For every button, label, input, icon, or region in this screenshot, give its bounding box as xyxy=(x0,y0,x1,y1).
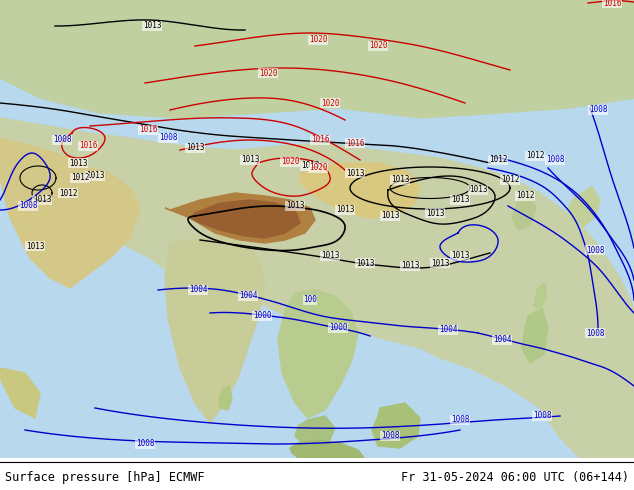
Text: 1008: 1008 xyxy=(136,440,154,448)
Text: 1020: 1020 xyxy=(321,98,339,107)
Text: 1013: 1013 xyxy=(143,22,161,30)
Text: 1004: 1004 xyxy=(189,286,207,294)
Text: 1016: 1016 xyxy=(603,0,621,7)
Text: 1020: 1020 xyxy=(259,69,277,77)
Polygon shape xyxy=(300,163,420,218)
Polygon shape xyxy=(165,236,265,423)
Text: 1016: 1016 xyxy=(79,142,97,150)
Text: 1013: 1013 xyxy=(426,209,444,218)
Text: 1008: 1008 xyxy=(586,328,604,338)
Text: 1013: 1013 xyxy=(401,262,419,270)
Text: 1012: 1012 xyxy=(489,155,507,165)
Polygon shape xyxy=(0,138,140,288)
Polygon shape xyxy=(0,368,40,418)
Text: 1000: 1000 xyxy=(253,312,271,320)
Text: 1013: 1013 xyxy=(346,169,365,177)
Text: 1013: 1013 xyxy=(381,212,399,220)
Polygon shape xyxy=(278,290,358,418)
Text: 1008: 1008 xyxy=(546,155,564,165)
Text: 1008: 1008 xyxy=(586,245,604,254)
Text: 1013: 1013 xyxy=(469,186,488,195)
Text: 1008: 1008 xyxy=(589,105,607,115)
Text: 1008: 1008 xyxy=(451,416,469,424)
Text: 1013: 1013 xyxy=(286,201,304,211)
Text: 1013: 1013 xyxy=(26,242,44,250)
Text: 1013: 1013 xyxy=(321,251,339,261)
Text: 1013: 1013 xyxy=(451,196,469,204)
Polygon shape xyxy=(290,440,368,476)
Text: 1013: 1013 xyxy=(336,205,354,215)
Text: 1016: 1016 xyxy=(311,136,329,145)
Text: 1016: 1016 xyxy=(346,139,365,147)
Text: 1020: 1020 xyxy=(369,42,387,50)
Polygon shape xyxy=(165,193,315,243)
Text: 1013: 1013 xyxy=(241,155,259,165)
Polygon shape xyxy=(522,308,548,363)
Text: 1013: 1013 xyxy=(451,251,469,261)
Text: 1012: 1012 xyxy=(515,192,534,200)
Text: 1013: 1013 xyxy=(186,144,204,152)
Polygon shape xyxy=(568,186,600,226)
Text: 1013: 1013 xyxy=(356,259,374,268)
Text: Fr 31-05-2024 06:00 UTC (06+144): Fr 31-05-2024 06:00 UTC (06+144) xyxy=(401,471,629,484)
Text: 1004: 1004 xyxy=(239,292,257,300)
Text: 1012: 1012 xyxy=(526,151,544,161)
Text: 1020: 1020 xyxy=(309,164,327,172)
Text: 1016: 1016 xyxy=(139,125,157,134)
Polygon shape xyxy=(0,0,634,118)
Polygon shape xyxy=(219,386,232,410)
Polygon shape xyxy=(372,403,420,448)
Text: 1012: 1012 xyxy=(501,175,519,185)
Text: 1013: 1013 xyxy=(33,196,51,204)
Text: Surface pressure [hPa] ECMWF: Surface pressure [hPa] ECMWF xyxy=(5,471,205,484)
Text: 1013: 1013 xyxy=(391,175,410,185)
Text: 100: 100 xyxy=(303,295,317,304)
Text: 1013: 1013 xyxy=(68,158,87,168)
Polygon shape xyxy=(190,200,300,238)
Text: 1008: 1008 xyxy=(19,201,37,211)
Text: 1008: 1008 xyxy=(158,133,178,143)
Text: 1013: 1013 xyxy=(430,259,450,268)
Polygon shape xyxy=(534,283,546,310)
Polygon shape xyxy=(295,416,335,448)
Text: 1020: 1020 xyxy=(309,35,327,45)
Text: 1004: 1004 xyxy=(439,325,457,335)
Polygon shape xyxy=(0,118,634,458)
Text: 1004: 1004 xyxy=(493,336,511,344)
Text: 1013: 1013 xyxy=(86,172,104,180)
Polygon shape xyxy=(512,194,536,230)
Text: 1000: 1000 xyxy=(329,323,347,333)
Text: 1008: 1008 xyxy=(53,136,71,145)
Text: 1020: 1020 xyxy=(281,157,299,167)
Text: 1008: 1008 xyxy=(533,412,551,420)
Text: 1012: 1012 xyxy=(71,173,89,182)
Text: 1013: 1013 xyxy=(301,162,320,171)
Text: 1012: 1012 xyxy=(59,189,77,197)
Text: 1008: 1008 xyxy=(381,432,399,441)
